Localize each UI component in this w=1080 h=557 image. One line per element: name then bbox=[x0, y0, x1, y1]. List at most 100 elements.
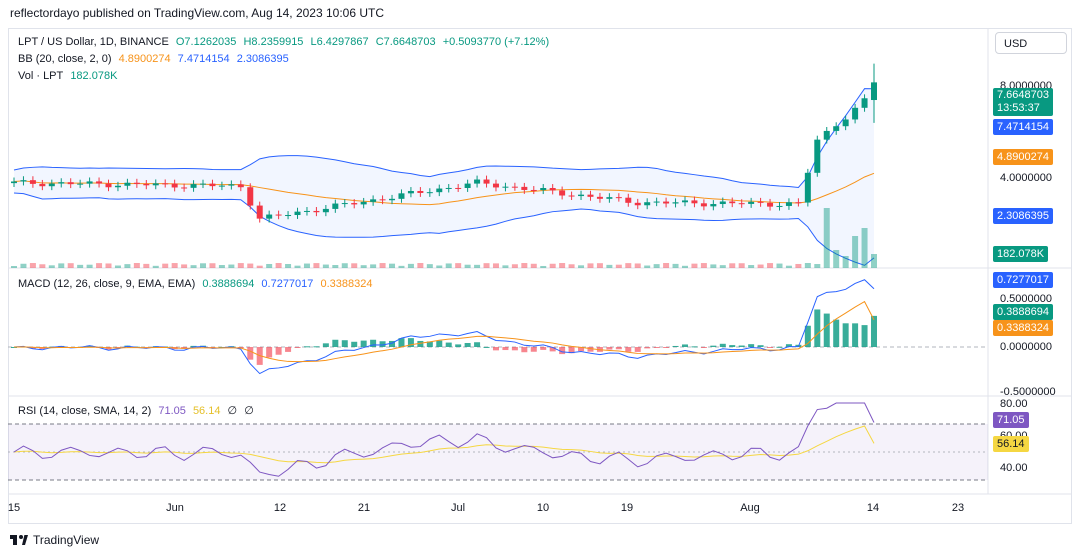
candle-body bbox=[105, 183, 112, 188]
footer: TradingView bbox=[10, 533, 99, 547]
candle-body bbox=[48, 183, 55, 187]
rsi-ma-value: 56.14 bbox=[192, 405, 221, 417]
vol-value: 182.078K bbox=[70, 70, 118, 82]
volume-bar bbox=[266, 263, 273, 268]
volume-bar bbox=[379, 263, 386, 268]
candle-body bbox=[804, 172, 811, 203]
candle-body bbox=[653, 201, 660, 203]
macd-histogram-bar bbox=[634, 347, 641, 352]
macd-tick-05: 0.5000000 bbox=[1000, 293, 1052, 305]
change-value: +0.5093770 (+7.12%) bbox=[442, 36, 550, 48]
volume-bar bbox=[852, 236, 859, 268]
volume-bar bbox=[455, 263, 462, 268]
macd-line-label: 0.7277017 bbox=[993, 272, 1053, 288]
x-tick-aug: Aug bbox=[740, 502, 760, 514]
rsi-empty-2: ∅ bbox=[244, 405, 254, 417]
candle-body bbox=[389, 198, 396, 201]
volume-bar bbox=[738, 263, 745, 268]
volume-bar bbox=[681, 265, 688, 268]
macd-histogram-bar bbox=[455, 344, 462, 347]
volume-bar bbox=[795, 263, 802, 268]
macd-signal-line bbox=[13, 300, 875, 363]
macd-histogram-bar bbox=[568, 347, 575, 354]
macd-histogram-bar bbox=[842, 323, 849, 347]
open-value: O7.1262035 bbox=[175, 36, 237, 48]
candle-body bbox=[710, 204, 717, 207]
volume-bar bbox=[303, 263, 310, 268]
macd-histogram-bar bbox=[436, 340, 443, 347]
volume-bar bbox=[729, 263, 736, 268]
candle-body bbox=[218, 185, 225, 187]
macd-histogram-bar bbox=[540, 347, 547, 350]
macd-tick-neg05: -0.5000000 bbox=[1000, 386, 1056, 398]
brand-text: TradingView bbox=[33, 533, 100, 547]
bb-upper-line bbox=[13, 88, 875, 188]
volume-bar bbox=[11, 266, 17, 268]
macd-line-value: 0.7277017 bbox=[261, 278, 314, 290]
candle-body bbox=[530, 189, 537, 191]
volume-bar bbox=[596, 263, 603, 268]
macd-histogram-bar bbox=[285, 347, 292, 352]
x-tick-jul: Jul bbox=[450, 502, 466, 514]
macd-histogram-bar bbox=[729, 345, 736, 347]
candle-body bbox=[455, 187, 462, 189]
macd-histogram-bar bbox=[502, 347, 509, 351]
volume-bar bbox=[521, 263, 528, 268]
candle-body bbox=[663, 201, 670, 204]
macd-histogram-bar bbox=[181, 347, 188, 349]
volume-bar bbox=[152, 265, 159, 268]
volume-bar bbox=[578, 265, 585, 268]
volume-bar bbox=[776, 263, 783, 268]
candle-body bbox=[67, 182, 74, 185]
x-tick-19: 19 bbox=[620, 502, 634, 514]
bb-low-label: 2.3086395 bbox=[993, 208, 1053, 224]
macd-histogram-bar bbox=[653, 347, 660, 348]
macd-histogram-bar bbox=[663, 347, 670, 348]
volume-bar bbox=[785, 265, 792, 268]
candle-body bbox=[852, 107, 859, 120]
volume-bar bbox=[474, 264, 481, 268]
candle-body bbox=[502, 186, 509, 188]
rsi-value: 71.05 bbox=[158, 405, 186, 417]
high-value: H8.2359915 bbox=[243, 36, 304, 48]
x-tick-12: 12 bbox=[273, 502, 287, 514]
rsi-line bbox=[13, 402, 875, 477]
candle-body bbox=[58, 182, 65, 184]
candle-body bbox=[237, 184, 244, 188]
candle-body bbox=[644, 202, 651, 206]
volume-bar bbox=[502, 265, 509, 268]
bb-mid-value: 4.8900274 bbox=[118, 53, 171, 65]
candle-body bbox=[247, 187, 254, 206]
macd-histogram-bar bbox=[559, 347, 566, 355]
macd-histogram-bar bbox=[332, 339, 339, 347]
candle-body bbox=[521, 186, 528, 190]
bb-lower-line bbox=[13, 192, 875, 266]
candle-body bbox=[152, 183, 159, 186]
macd-histogram-bar bbox=[833, 319, 840, 347]
macd-histogram-bar bbox=[530, 347, 537, 352]
volume-bar bbox=[823, 208, 830, 268]
volume-bar bbox=[143, 263, 150, 268]
x-tick-14: 14 bbox=[866, 502, 880, 514]
candle-body bbox=[77, 183, 84, 185]
candle-body bbox=[407, 190, 414, 194]
rsi-legend: RSI (14, close, SMA, 14, 2) 71.05 56.14 … bbox=[18, 404, 258, 417]
macd-histogram-bar bbox=[748, 344, 755, 347]
macd-histogram-bar bbox=[700, 347, 707, 348]
volume-bar bbox=[48, 265, 55, 268]
candle-body bbox=[634, 202, 641, 206]
macd-histogram-bar bbox=[672, 345, 679, 347]
currency-selector[interactable]: USD bbox=[995, 32, 1067, 54]
candle-body bbox=[795, 202, 802, 204]
candle-body bbox=[606, 197, 613, 199]
candle-body bbox=[20, 180, 27, 182]
macd-histogram-bar bbox=[710, 345, 717, 347]
volume-bar bbox=[814, 264, 821, 268]
candle-body bbox=[285, 215, 292, 217]
macd-histogram-bar bbox=[483, 346, 490, 348]
candle-body bbox=[596, 196, 603, 199]
rsi-empty-1: ∅ bbox=[227, 405, 238, 417]
candle-body bbox=[96, 181, 103, 184]
candle-body bbox=[228, 184, 235, 186]
